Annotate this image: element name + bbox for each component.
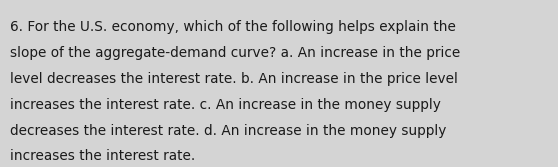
Text: increases the interest rate. c. An increase in the money supply: increases the interest rate. c. An incre… bbox=[10, 98, 441, 112]
Text: slope of the aggregate-demand curve? a. An increase in the price: slope of the aggregate-demand curve? a. … bbox=[10, 46, 460, 60]
Text: decreases the interest rate. d. An increase in the money supply: decreases the interest rate. d. An incre… bbox=[10, 124, 446, 138]
Text: 6. For the U.S. economy, which of the following helps explain the: 6. For the U.S. economy, which of the fo… bbox=[10, 20, 456, 34]
Text: increases the interest rate.: increases the interest rate. bbox=[10, 149, 195, 163]
Text: level decreases the interest rate. b. An increase in the price level: level decreases the interest rate. b. An… bbox=[10, 72, 458, 86]
